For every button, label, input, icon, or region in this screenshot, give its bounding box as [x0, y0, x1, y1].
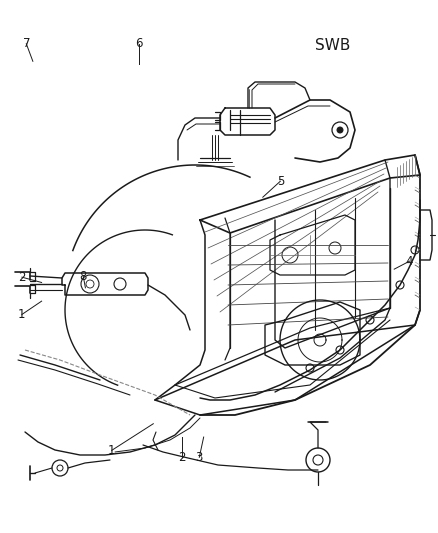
Text: 3: 3 — [196, 451, 203, 464]
Text: 8: 8 — [80, 270, 87, 282]
Text: 1: 1 — [18, 308, 26, 321]
Text: 7: 7 — [22, 37, 30, 50]
Circle shape — [337, 127, 343, 133]
Text: 6: 6 — [135, 37, 143, 50]
Text: 2: 2 — [18, 271, 26, 284]
Text: 1: 1 — [108, 444, 116, 457]
Text: 5: 5 — [277, 175, 284, 188]
Text: 4: 4 — [406, 255, 413, 268]
Text: SWB: SWB — [315, 38, 350, 53]
Text: 2: 2 — [178, 451, 186, 464]
